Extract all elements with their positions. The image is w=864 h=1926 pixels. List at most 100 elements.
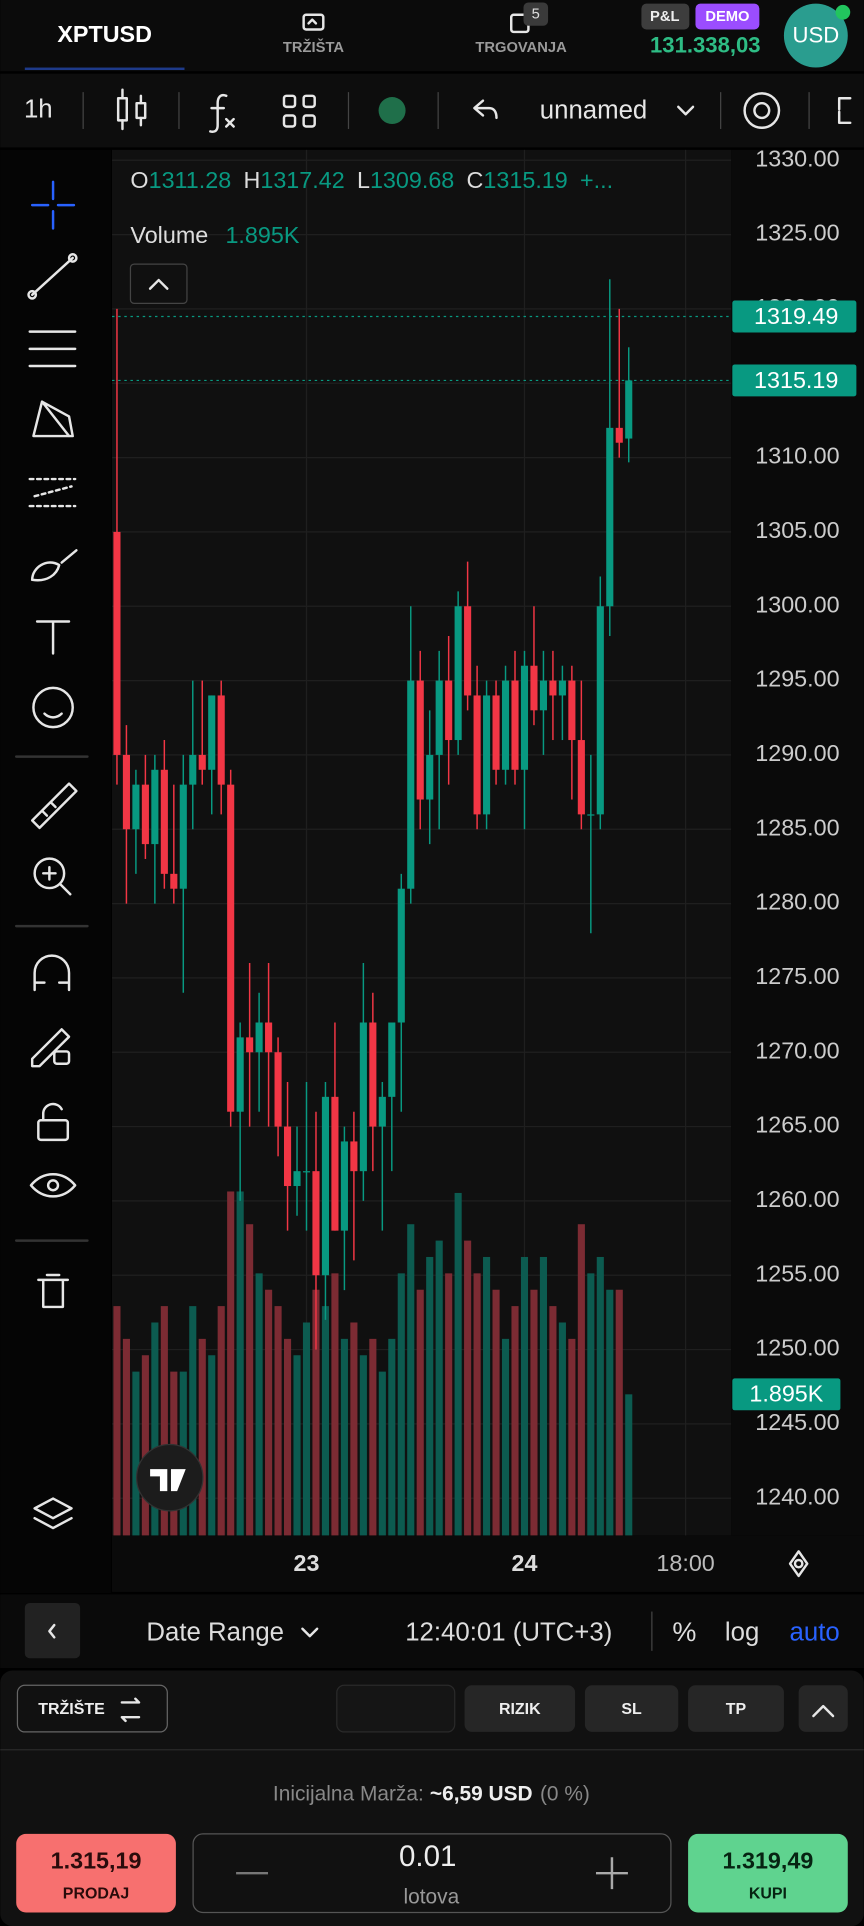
lot-unit: lotova: [404, 1885, 460, 1908]
candle-body: [549, 680, 557, 696]
legend-o: O: [130, 167, 148, 193]
collapse-button[interactable]: [24, 1602, 81, 1659]
sell-button[interactable]: [16, 1833, 176, 1913]
candle-body: [255, 1022, 263, 1053]
volume-bar: [113, 1306, 121, 1536]
volume-bar: [160, 1306, 168, 1536]
legend-open: 1311.28: [149, 167, 232, 193]
candle-body: [625, 380, 633, 439]
volume-bar: [587, 1273, 595, 1536]
legend-low: 1309.68: [370, 167, 454, 193]
tv-logo[interactable]: [135, 1443, 204, 1512]
tv-logo-mark: [150, 1469, 186, 1492]
drawing-tools[interactable]: [14, 180, 89, 1530]
candle-body: [464, 606, 472, 696]
candle-body: [236, 1037, 244, 1112]
x-tick-label: 23: [294, 1550, 320, 1576]
layout-dropdown[interactable]: [677, 105, 695, 116]
sl-button[interactable]: [584, 1685, 679, 1732]
volume-bar: [407, 1224, 415, 1536]
layout-name[interactable]: unnamed: [540, 97, 648, 125]
volume-bar: [255, 1273, 263, 1536]
volume-bar: [378, 1371, 386, 1536]
candle-body: [615, 427, 623, 443]
candle-body: [435, 680, 443, 755]
volume-bar: [350, 1322, 358, 1536]
candle-body: [160, 769, 168, 874]
expand-button[interactable]: [798, 1685, 848, 1732]
candle-body: [568, 680, 576, 741]
separator: [651, 1611, 653, 1651]
balance: 131.338,03: [650, 33, 761, 58]
settings-icon[interactable]: [743, 92, 781, 129]
legend-c: C: [467, 167, 484, 193]
candle-body: [170, 873, 178, 889]
trade-divider: [0, 1749, 864, 1751]
volume-tag: [732, 1378, 841, 1411]
undo-icon[interactable]: [473, 99, 498, 120]
indicators-icon[interactable]: [209, 93, 235, 133]
increase-lot[interactable]: [595, 1857, 628, 1890]
candle-body: [113, 531, 121, 755]
volume-bar: [416, 1289, 424, 1536]
labels-layer: 1240.00 1245.00 1250.00 1255.00 1260.00 1265.…: [112, 145, 857, 1576]
volume-bar: [189, 1306, 197, 1536]
switch-icon: [120, 1697, 141, 1723]
volume-bar: [511, 1306, 519, 1536]
candle-body: [558, 680, 566, 696]
candle-body: [596, 606, 604, 815]
volume-bar: [293, 1355, 301, 1536]
fullscreen-icon[interactable]: [837, 97, 852, 125]
markets-icon: [302, 13, 325, 31]
volume-bar: [625, 1394, 633, 1536]
volume-bar: [483, 1256, 491, 1536]
buy-button[interactable]: [688, 1833, 848, 1913]
ask-price-label: 1319.49: [754, 303, 838, 329]
pl-badge: [641, 3, 690, 30]
log-toggle[interactable]: log: [725, 1618, 759, 1646]
markets-tab[interactable]: TRŽIŠTA: [283, 38, 344, 56]
candle-body: [483, 695, 491, 815]
empty-field[interactable]: [336, 1684, 456, 1733]
ask-price-tag: [732, 300, 857, 333]
symbol[interactable]: XPTUSD: [57, 21, 152, 47]
legend-close: 1315.19: [483, 167, 567, 193]
layouts-icon[interactable]: [282, 94, 316, 128]
demo-label: DEMO: [705, 9, 749, 25]
candle-type-icon[interactable]: [116, 88, 147, 131]
market-button[interactable]: [16, 1684, 168, 1733]
candles-layer: [113, 279, 633, 1350]
time-axis: [112, 1535, 864, 1592]
lot-input[interactable]: [192, 1833, 672, 1914]
interval[interactable]: 1h: [24, 95, 53, 123]
volume-bar: [265, 1289, 273, 1536]
candle-body: [416, 680, 424, 800]
currency-avatar[interactable]: [783, 3, 848, 68]
auto-toggle[interactable]: auto: [790, 1618, 840, 1646]
volume-bar: [208, 1355, 216, 1536]
trading-tab[interactable]: TRGOVANJA: [475, 40, 567, 56]
date-range[interactable]: Date Range: [146, 1618, 284, 1646]
last-price-tag: [732, 364, 857, 397]
margin-percent: (0 %): [540, 1782, 590, 1805]
candle-body: [492, 695, 500, 770]
volume-legend: Volume 1.895K: [130, 222, 299, 248]
drawing-toolbar: [0, 149, 111, 1594]
risk-button[interactable]: [464, 1685, 576, 1732]
volume-bar: [397, 1273, 405, 1536]
collapse-legend[interactable]: [129, 263, 188, 305]
percent-toggle[interactable]: %: [672, 1617, 696, 1647]
candle-body: [274, 1052, 282, 1127]
volume-bar: [577, 1224, 585, 1536]
tp-button[interactable]: [688, 1685, 784, 1732]
volume-bar: [246, 1224, 254, 1536]
axis-settings[interactable]: [788, 1550, 809, 1578]
candle-body: [369, 1022, 377, 1127]
legend-high: 1317.42: [260, 167, 344, 193]
volume-bar: [227, 1191, 235, 1536]
volume-bar: [141, 1355, 149, 1536]
candle-body: [445, 680, 453, 741]
status-indicator[interactable]: [378, 97, 406, 125]
